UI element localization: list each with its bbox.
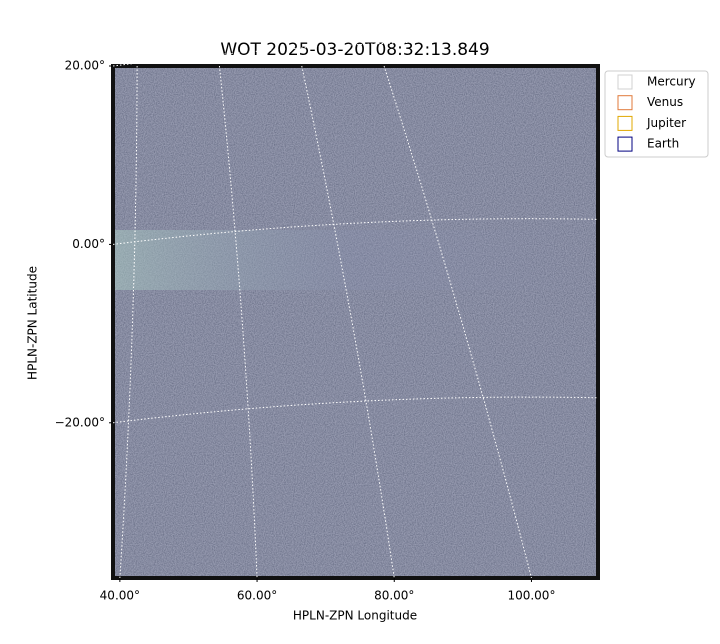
image <box>111 64 600 580</box>
grid-line <box>218 65 258 579</box>
y-tick-label: 20.00° <box>65 59 105 73</box>
legend-label: Venus <box>647 95 683 109</box>
x-tick-label: 80.00° <box>374 589 414 603</box>
grid-line <box>119 65 138 579</box>
y-tick-label: −20.00° <box>55 415 105 429</box>
y-axis-label: HPLN-ZPN Latitude <box>26 266 40 380</box>
legend-label: Jupiter <box>646 116 686 130</box>
grid-line <box>112 218 599 245</box>
legend-marker <box>617 95 633 111</box>
chart-title: WOT 2025-03-20T08:32:13.849 <box>220 40 489 60</box>
legend-label: Earth <box>647 137 679 151</box>
x-tick-label: 60.00° <box>237 589 277 603</box>
legend-label: Mercury <box>647 75 696 89</box>
x-tick-label: 40.00° <box>100 589 140 603</box>
grid-line <box>112 39 599 67</box>
grid-line <box>383 65 532 579</box>
legend: Mercury Venus Jupiter Earth <box>604 70 709 158</box>
legend-marker <box>617 74 633 90</box>
grid-line <box>301 65 395 579</box>
grid-line <box>112 396 599 424</box>
y-tick-label: 0.00° <box>72 237 105 251</box>
legend-marker <box>617 136 633 152</box>
x-axis-label: HPLN-ZPN Longitude <box>293 609 417 623</box>
x-tick-label: 100.00° <box>507 589 555 603</box>
legend-marker <box>617 115 633 131</box>
